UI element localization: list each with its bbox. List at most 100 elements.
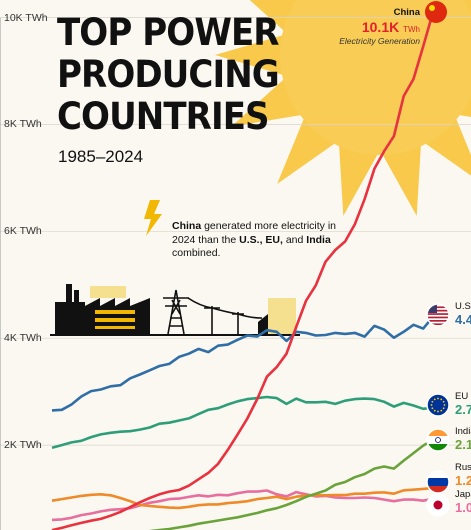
series-line-china (51, 11, 435, 530)
chart-subtitle: 1985–2024 (58, 147, 144, 166)
point-japan-2009 (285, 495, 288, 498)
point-eu-2022 (412, 404, 415, 407)
point-eu-2019 (383, 401, 386, 404)
point-u-s-1987 (70, 403, 73, 406)
point-india-2020 (393, 467, 396, 470)
point-russia-2001 (207, 503, 210, 506)
point-u-s-2001 (207, 351, 210, 354)
point-japan-2010 (295, 491, 298, 494)
point-u-s-1986 (60, 409, 63, 412)
point-china-1991 (109, 514, 112, 517)
point-india-2013 (324, 489, 327, 492)
point-eu-2008 (275, 397, 278, 400)
point-u-s-1988 (80, 395, 83, 398)
point-india-2001 (207, 521, 210, 524)
point-china-2023 (422, 45, 425, 48)
annotation-part-1: generated more electricity in 2024 than … (172, 220, 336, 246)
point-u-s-2003 (227, 343, 230, 346)
china-label-value: 10.1K TWh (320, 19, 420, 35)
point-russia-1985 (51, 499, 54, 502)
point-india-2011 (305, 496, 308, 499)
point-japan-2004 (236, 492, 239, 495)
point-eu-2018 (373, 398, 376, 401)
point-china-2021 (402, 95, 405, 98)
point-china-2000 (197, 478, 200, 481)
point-china-2012 (314, 284, 317, 287)
point-china-2013 (324, 260, 327, 263)
end-label-name-japan: Japan (455, 489, 471, 500)
point-russia-1992 (119, 497, 122, 500)
point-russia-1997 (168, 506, 171, 509)
point-china-1998 (178, 489, 181, 492)
point-eu-2000 (197, 413, 200, 416)
point-eu-2014 (334, 403, 337, 406)
point-japan-1991 (109, 508, 112, 511)
point-india-2019 (383, 465, 386, 468)
point-china-2008 (275, 366, 278, 369)
lightning-bolt-icon (144, 200, 162, 236)
point-russia-2022 (412, 488, 415, 491)
point-eu-2001 (207, 409, 210, 412)
point-u-s-2010 (295, 330, 298, 333)
point-eu-2002 (217, 407, 220, 410)
point-india-2008 (275, 507, 278, 510)
point-eu-1990 (100, 433, 103, 436)
point-russia-2009 (285, 498, 288, 501)
factory-backdrop-block (90, 286, 126, 298)
end-label-value-russia: 1.2 (455, 473, 471, 488)
point-japan-2002 (217, 494, 220, 497)
point-india-2004 (236, 516, 239, 519)
factory-icon (55, 284, 150, 334)
point-japan-1986 (60, 518, 63, 521)
point-russia-1989 (90, 494, 93, 497)
point-u-s-2022 (412, 324, 415, 327)
point-eu-1994 (139, 428, 142, 431)
eu-flag-icon (426, 393, 450, 417)
point-china-2017 (363, 198, 366, 201)
point-u-s-1991 (109, 385, 112, 388)
china-label-name: China (393, 7, 420, 18)
point-china-1987 (70, 524, 73, 527)
us-flag-icon (426, 303, 450, 327)
point-eu-1988 (80, 440, 83, 443)
point-japan-2005 (246, 490, 249, 493)
point-japan-2022 (412, 498, 415, 501)
point-u-s-2019 (383, 328, 386, 331)
point-india-2000 (197, 522, 200, 525)
point-u-s-2020 (393, 336, 396, 339)
point-japan-2014 (334, 496, 337, 499)
point-india-2003 (227, 518, 230, 521)
power-pole-icon (187, 297, 263, 334)
point-russia-2002 (217, 503, 220, 506)
point-eu-2005 (246, 398, 249, 401)
china-value-number: 10.1K (361, 19, 400, 35)
point-russia-2018 (373, 491, 376, 494)
point-japan-1999 (187, 496, 190, 499)
point-china-1999 (187, 484, 190, 487)
japan-flag-icon (426, 493, 450, 517)
y-tick-label-10000: 10K TWh (4, 11, 48, 24)
point-eu-2013 (324, 401, 327, 404)
point-china-2015 (344, 240, 347, 243)
point-russia-1995 (148, 505, 151, 508)
series-line-u-s (51, 315, 435, 412)
point-eu-2004 (236, 400, 239, 403)
point-india-2002 (217, 519, 220, 522)
point-india-2017 (363, 473, 366, 476)
point-china-2019 (383, 150, 386, 153)
point-u-s-2006 (256, 335, 259, 338)
point-eu-2012 (314, 401, 317, 404)
point-russia-2020 (393, 492, 396, 495)
point-russia-1996 (158, 506, 161, 509)
point-russia-2021 (402, 489, 405, 492)
point-russia-2014 (334, 494, 337, 497)
country-flags (425, 1, 450, 517)
point-china-1993 (129, 506, 132, 509)
point-japan-2019 (383, 498, 386, 501)
point-japan-1990 (100, 510, 103, 513)
point-u-s-1999 (187, 352, 190, 355)
point-russia-2019 (383, 491, 386, 494)
point-u-s-1985 (51, 409, 54, 412)
point-china-1997 (168, 490, 171, 493)
